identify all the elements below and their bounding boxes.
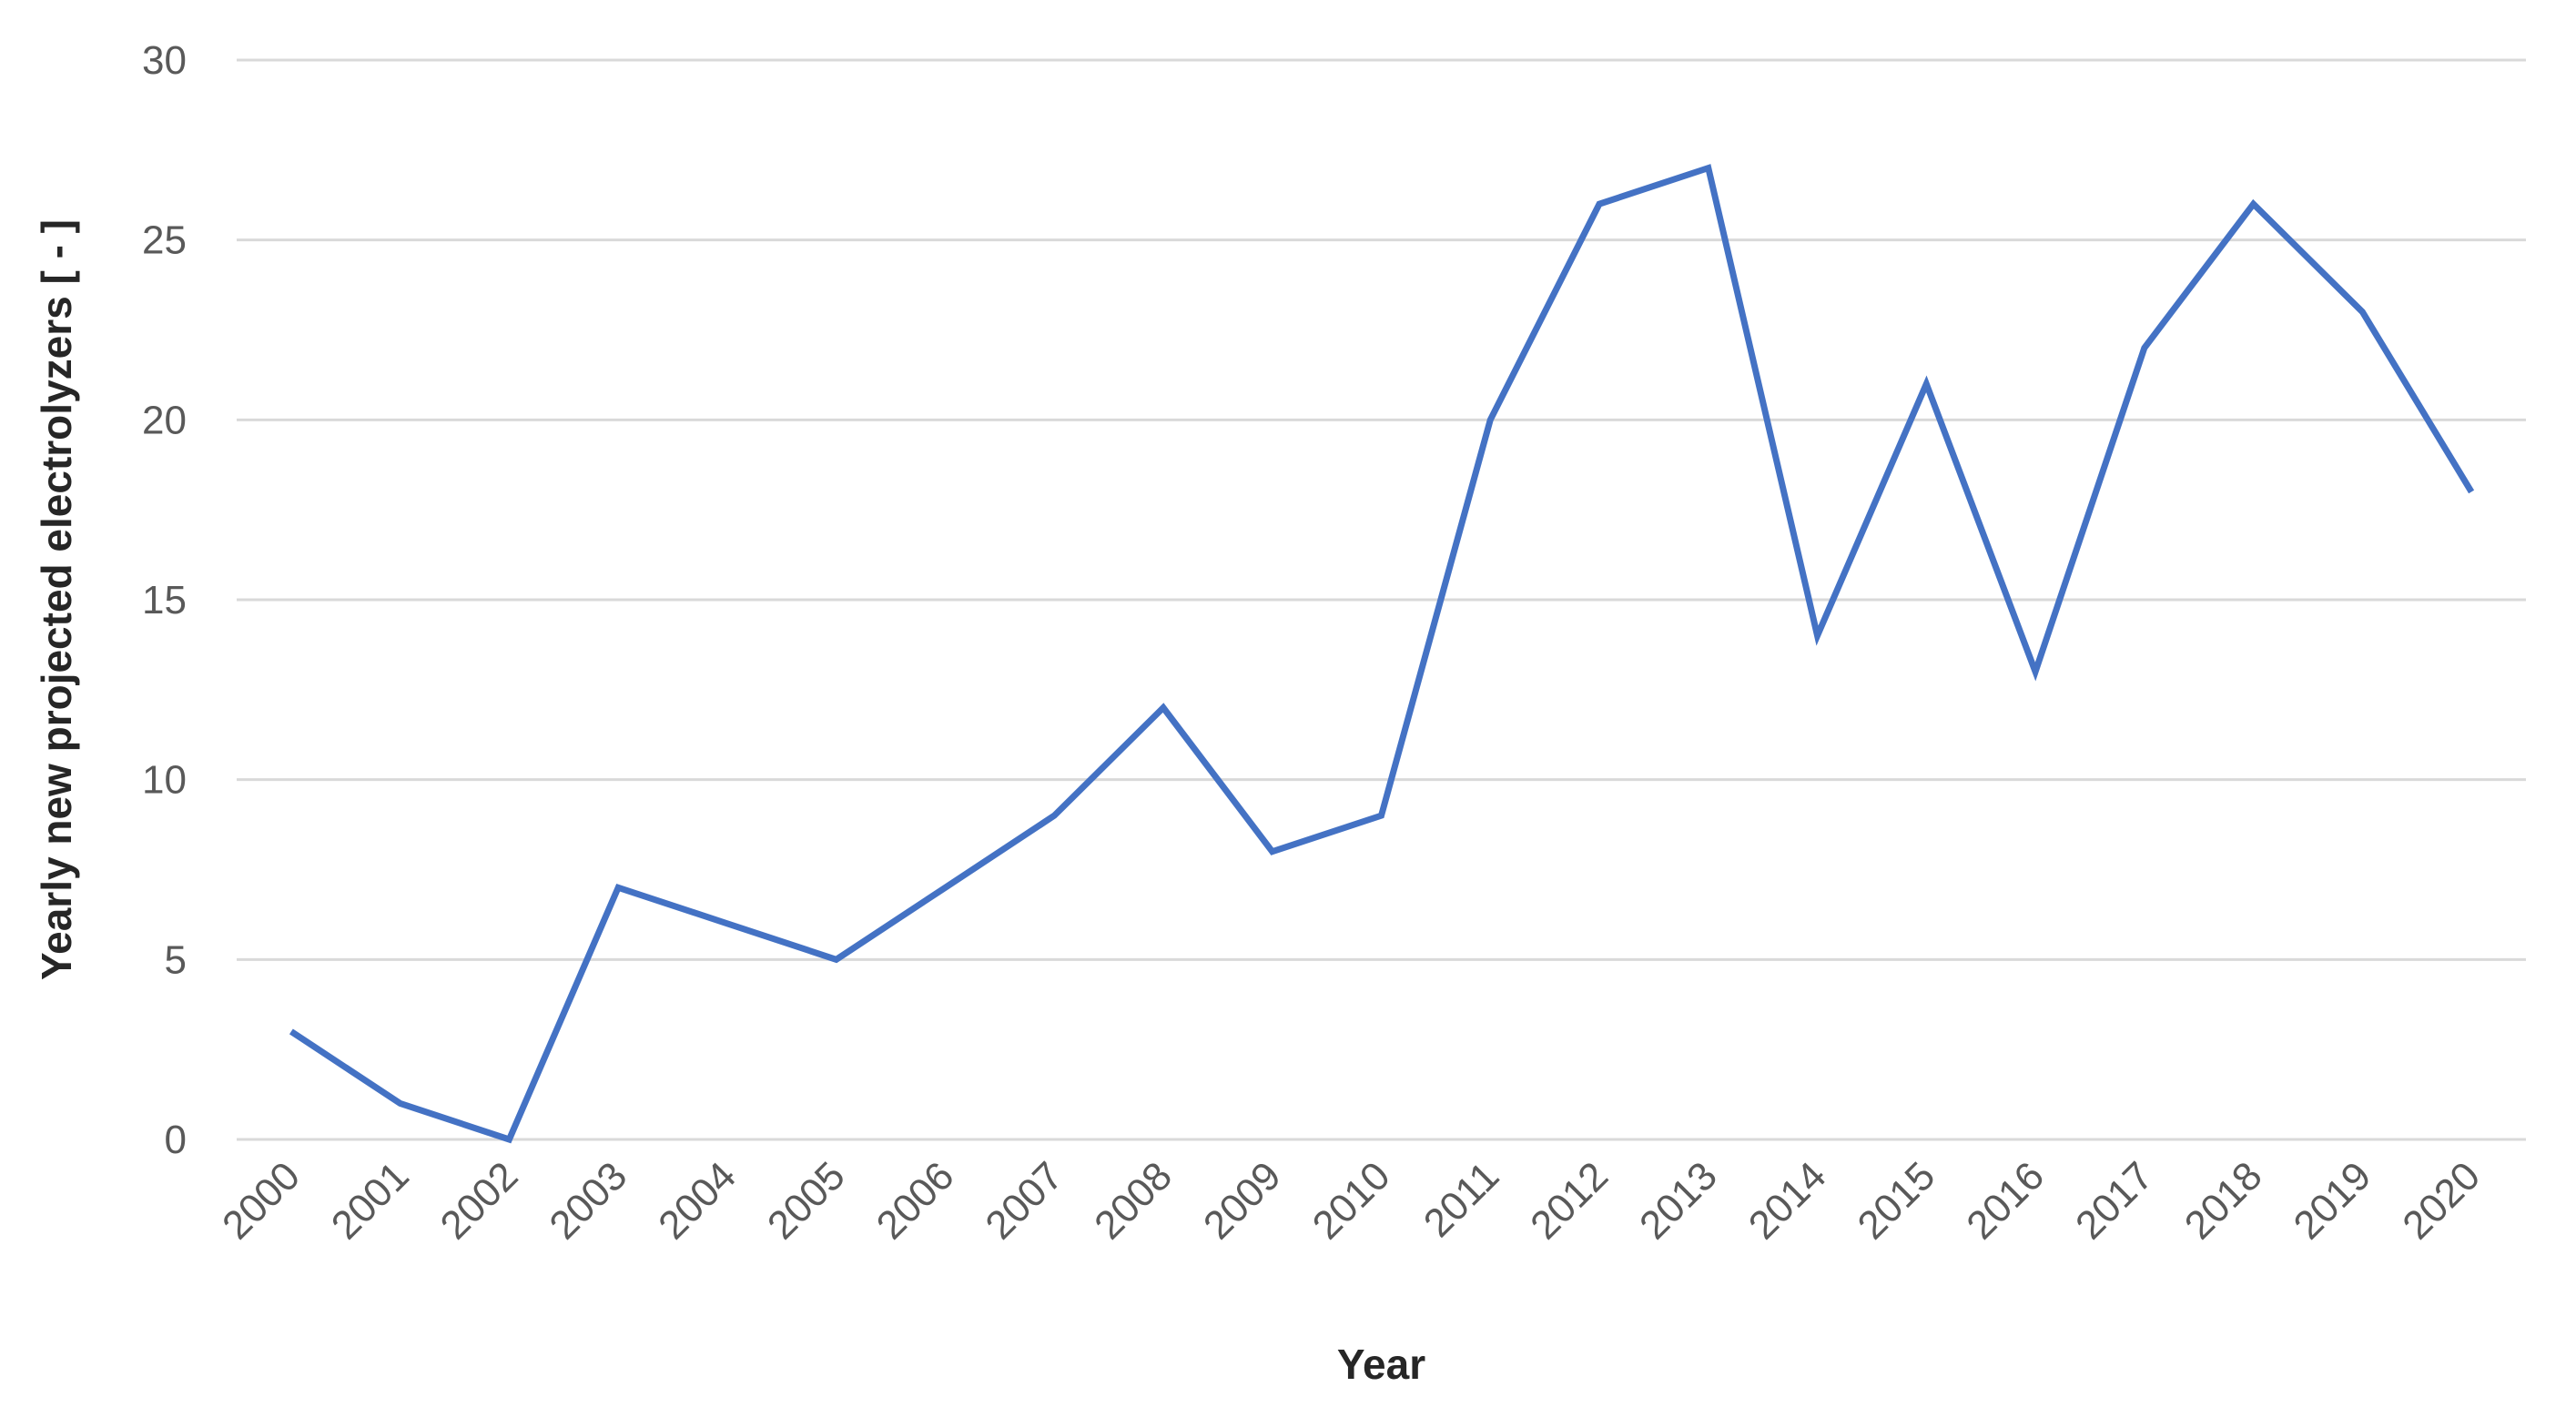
x-tick-label: 2012 xyxy=(1522,1153,1617,1248)
x-tick-label: 2020 xyxy=(2394,1153,2489,1248)
x-tick-label: 2015 xyxy=(1850,1153,1944,1248)
x-tick-label: 2016 xyxy=(1958,1153,2053,1248)
x-tick-labels: 2000 2001 2002 2003 2004 2005 2006 2007 2008 2009… xyxy=(214,1153,2489,1248)
x-tick-label: 2001 xyxy=(323,1153,418,1248)
x-tick-label: 2013 xyxy=(1631,1153,1726,1248)
y-tick-label: 20 xyxy=(142,398,187,442)
x-axis-title: Year xyxy=(1337,1341,1425,1388)
x-tick-label: 2005 xyxy=(759,1153,854,1248)
y-tick-label: 15 xyxy=(142,578,187,622)
series-line xyxy=(289,164,2475,1144)
y-tick-label: 0 xyxy=(165,1118,187,1162)
x-tick-label: 2017 xyxy=(2067,1153,2162,1248)
x-tick-label: 2003 xyxy=(541,1153,635,1248)
x-tick-label: 2019 xyxy=(2286,1153,2380,1248)
x-tick-label: 2018 xyxy=(2176,1153,2271,1248)
series-layer xyxy=(289,164,2475,1144)
y-tick-label: 5 xyxy=(165,937,187,982)
x-tick-label: 2004 xyxy=(650,1153,745,1248)
x-tick-label: 2002 xyxy=(432,1153,527,1248)
y-tick-label: 25 xyxy=(142,218,187,263)
gridlines xyxy=(237,58,2526,1141)
y-axis-title: Yearly new projected electrolyzers [ - ] xyxy=(33,219,80,980)
y-tick-label: 10 xyxy=(142,758,187,803)
x-tick-label: 2009 xyxy=(1195,1153,1290,1248)
y-tick-label: 30 xyxy=(142,38,187,83)
x-tick-label: 2007 xyxy=(977,1153,1071,1248)
x-tick-label: 2014 xyxy=(1740,1153,1835,1248)
x-tick-label: 2008 xyxy=(1086,1153,1181,1248)
x-tick-label: 2011 xyxy=(1415,1153,1508,1246)
x-tick-label: 2010 xyxy=(1304,1153,1399,1248)
x-tick-label: 2000 xyxy=(214,1153,309,1248)
y-tick-labels: 0 5 10 15 20 25 30 xyxy=(142,38,187,1162)
x-tick-label: 2006 xyxy=(868,1153,963,1248)
